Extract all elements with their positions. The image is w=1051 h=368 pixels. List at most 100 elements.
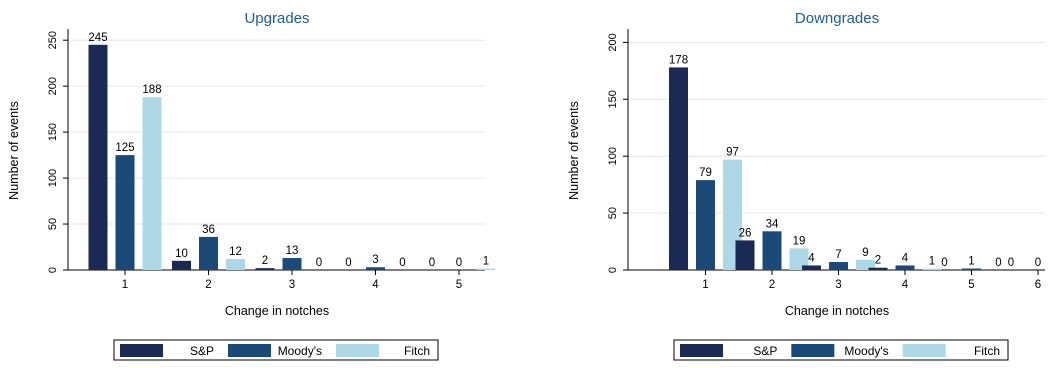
data-label: 97	[726, 147, 739, 159]
y-tick-label: 200	[47, 77, 59, 95]
bar-moodys	[762, 231, 782, 270]
data-label: 0	[316, 257, 322, 269]
data-label: 3	[372, 254, 378, 266]
legend-swatch-fitch	[336, 344, 379, 357]
y-tick-label: 250	[47, 31, 59, 49]
legend-box	[673, 339, 1009, 361]
x-tick-label: 4	[902, 279, 909, 291]
data-label: 1	[968, 256, 974, 268]
x-tick-label: 1	[702, 279, 708, 291]
y-tick-label: 0	[47, 267, 59, 273]
data-label: 2	[262, 255, 268, 267]
data-label: 19	[793, 235, 806, 247]
data-label: 0	[1035, 257, 1041, 269]
data-label: 125	[115, 142, 134, 154]
data-label: 10	[175, 248, 188, 260]
data-label: 0	[941, 257, 947, 269]
legend-swatch-fitch	[902, 344, 946, 357]
legend-label: Moody's	[844, 344, 888, 358]
data-label: 9	[862, 247, 868, 259]
bar-sp	[868, 267, 888, 270]
y-tick-label: 50	[47, 218, 59, 230]
bar-moodys	[282, 258, 302, 270]
x-tick-label: 6	[1035, 279, 1041, 291]
data-label: 13	[286, 245, 299, 257]
x-tick-label: 5	[456, 279, 462, 291]
data-label: 26	[739, 227, 752, 239]
legend-label: S&P	[190, 344, 214, 358]
y-tick-label: 0	[607, 267, 619, 273]
data-label: 245	[88, 32, 107, 44]
legend-label: S&P	[753, 344, 777, 358]
data-label: 188	[142, 84, 161, 96]
x-tick-label: 4	[372, 279, 379, 291]
y-tick-label: 150	[47, 123, 59, 141]
bar-fitch	[789, 248, 809, 270]
y-axis-label: Number of events	[567, 101, 581, 200]
data-label: 79	[699, 167, 712, 179]
y-tick-label: 100	[607, 147, 619, 165]
data-label: 0	[995, 257, 1001, 269]
chart-title: Upgrades	[244, 10, 309, 27]
bar-moodys	[962, 268, 981, 270]
x-tick-label: 2	[205, 279, 211, 291]
bar-fitch	[922, 268, 942, 270]
y-axis-label: Number of events	[7, 101, 21, 200]
bar-sp	[802, 265, 821, 270]
y-tick-label: 200	[607, 33, 619, 51]
bar-sp	[255, 268, 275, 270]
data-label: 0	[429, 257, 435, 269]
legend-swatch-moodys	[791, 344, 835, 357]
data-label: 2	[875, 255, 881, 267]
bar-sp	[172, 260, 191, 270]
x-axis-label: Change in notches	[225, 304, 329, 318]
legend: S&P Moody's Fitch	[673, 339, 1009, 361]
y-tick-label: 150	[607, 90, 619, 108]
legend-label: Fitch	[974, 344, 1000, 358]
data-label: 0	[399, 257, 405, 269]
x-tick-label: 5	[968, 279, 974, 291]
data-label: 12	[229, 246, 242, 258]
bar-moodys	[115, 155, 135, 270]
legend-label: Fitch	[404, 344, 430, 358]
x-tick-label: 3	[835, 279, 841, 291]
data-label: 36	[202, 224, 215, 236]
bar-fitch	[856, 259, 875, 270]
bar-moodys	[895, 265, 915, 270]
bar-moodys	[366, 267, 385, 270]
bar-sp	[669, 67, 688, 271]
bar-moodys	[829, 262, 848, 270]
data-label: 4	[902, 252, 909, 264]
legend-swatch-moodys	[228, 344, 271, 357]
x-tick-label: 2	[769, 279, 775, 291]
data-label: 178	[669, 54, 688, 66]
x-tick-label: 3	[289, 279, 295, 291]
data-label: 0	[1008, 257, 1014, 269]
data-label: 7	[835, 249, 841, 261]
data-label: 1	[483, 256, 489, 268]
bar-sp	[735, 240, 755, 270]
data-label: 4	[808, 252, 815, 264]
y-tick-label: 50	[607, 207, 619, 219]
chart-title: Downgrades	[795, 10, 879, 27]
bar-fitch	[142, 97, 162, 270]
x-axis-label: Change in notches	[785, 304, 889, 318]
data-label: 34	[766, 218, 779, 230]
legend-label: Moody's	[278, 344, 322, 358]
bar-moodys	[696, 180, 715, 270]
bar-moodys	[199, 236, 218, 270]
bar-sp	[88, 44, 108, 271]
data-label: 1	[929, 256, 935, 268]
bar-fitch	[476, 268, 496, 270]
x-tick-label: 1	[122, 279, 128, 291]
y-tick-label: 100	[47, 169, 59, 187]
legend: S&P Moody's Fitch	[113, 339, 439, 361]
data-label: 0	[345, 257, 351, 269]
legend-swatch-sp	[680, 344, 723, 357]
legend-swatch-sp	[120, 344, 163, 357]
bar-fitch	[226, 258, 245, 270]
